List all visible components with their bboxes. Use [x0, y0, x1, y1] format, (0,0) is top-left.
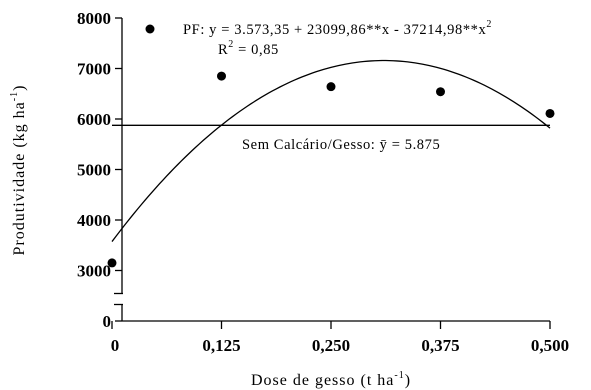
quadratic-fit-curve [111, 59, 551, 242]
constant-line-label: Sem Calcário/Gesso: ȳ = 5.875 [242, 137, 440, 153]
data-point-0-4 [545, 108, 555, 118]
r2-label: R [218, 42, 228, 58]
y-tick-label-2: 4000 [77, 211, 111, 230]
fit-lines [111, 59, 551, 242]
r2-value: = 0,85 [234, 42, 279, 58]
y-axis-title-tail: ) [11, 85, 28, 91]
y-tick-label-3: 5000 [77, 161, 111, 180]
y-tick-label-4: 6000 [77, 110, 111, 129]
legend-equation: PF: y = 3.573,35 + 23099,86**x - 37214,9… [183, 19, 492, 38]
y-axis-title: Produtividade (kg ha-1) [9, 85, 28, 256]
x-tick-label-0: 0 [111, 336, 120, 355]
x-tick-label-4: 0,500 [531, 336, 569, 355]
y-axis-title-superscript: -1 [9, 91, 20, 101]
x-tick-label-2: 0,250 [312, 336, 350, 355]
x-axis-title-text: Dose de gesso (t ha [251, 372, 394, 389]
r2-superscript: 2 [228, 39, 234, 50]
y-tick-label-0: 0 [103, 312, 112, 331]
x-axis-title-tail: ) [405, 372, 411, 389]
y-axis-title-text: Produtividade (kg ha [11, 101, 28, 255]
equation-superscript: 2 [486, 19, 492, 30]
y-axis-ticks: 0 3000 4000 5000 6000 7000 8000 [77, 9, 122, 331]
data-points [107, 71, 555, 268]
data-point-0-0 [107, 258, 117, 268]
x-axis-ticks: 0 0,125 0,250 0,375 0,500 [111, 321, 569, 355]
x-axis-title-superscript: -1 [394, 370, 404, 381]
legend-marker-pf [145, 24, 155, 34]
data-point-0-2 [326, 82, 336, 92]
y-tick-label-5: 7000 [77, 60, 111, 79]
legend-r-squared: R2 = 0,85 [218, 39, 279, 58]
y-tick-label-1: 3000 [77, 262, 111, 281]
y-tick-label-6: 8000 [77, 9, 111, 28]
chart-axes [114, 18, 550, 322]
equation-text: PF: y = 3.573,35 + 23099,86**x - 37214,9… [183, 22, 487, 38]
x-axis-title: Dose de gesso (t ha-1) [251, 370, 411, 389]
data-point-0-3 [436, 87, 445, 97]
x-tick-label-1: 0,125 [202, 336, 240, 355]
x-tick-label-3: 0,375 [421, 336, 459, 355]
data-point-0-1 [217, 71, 226, 81]
